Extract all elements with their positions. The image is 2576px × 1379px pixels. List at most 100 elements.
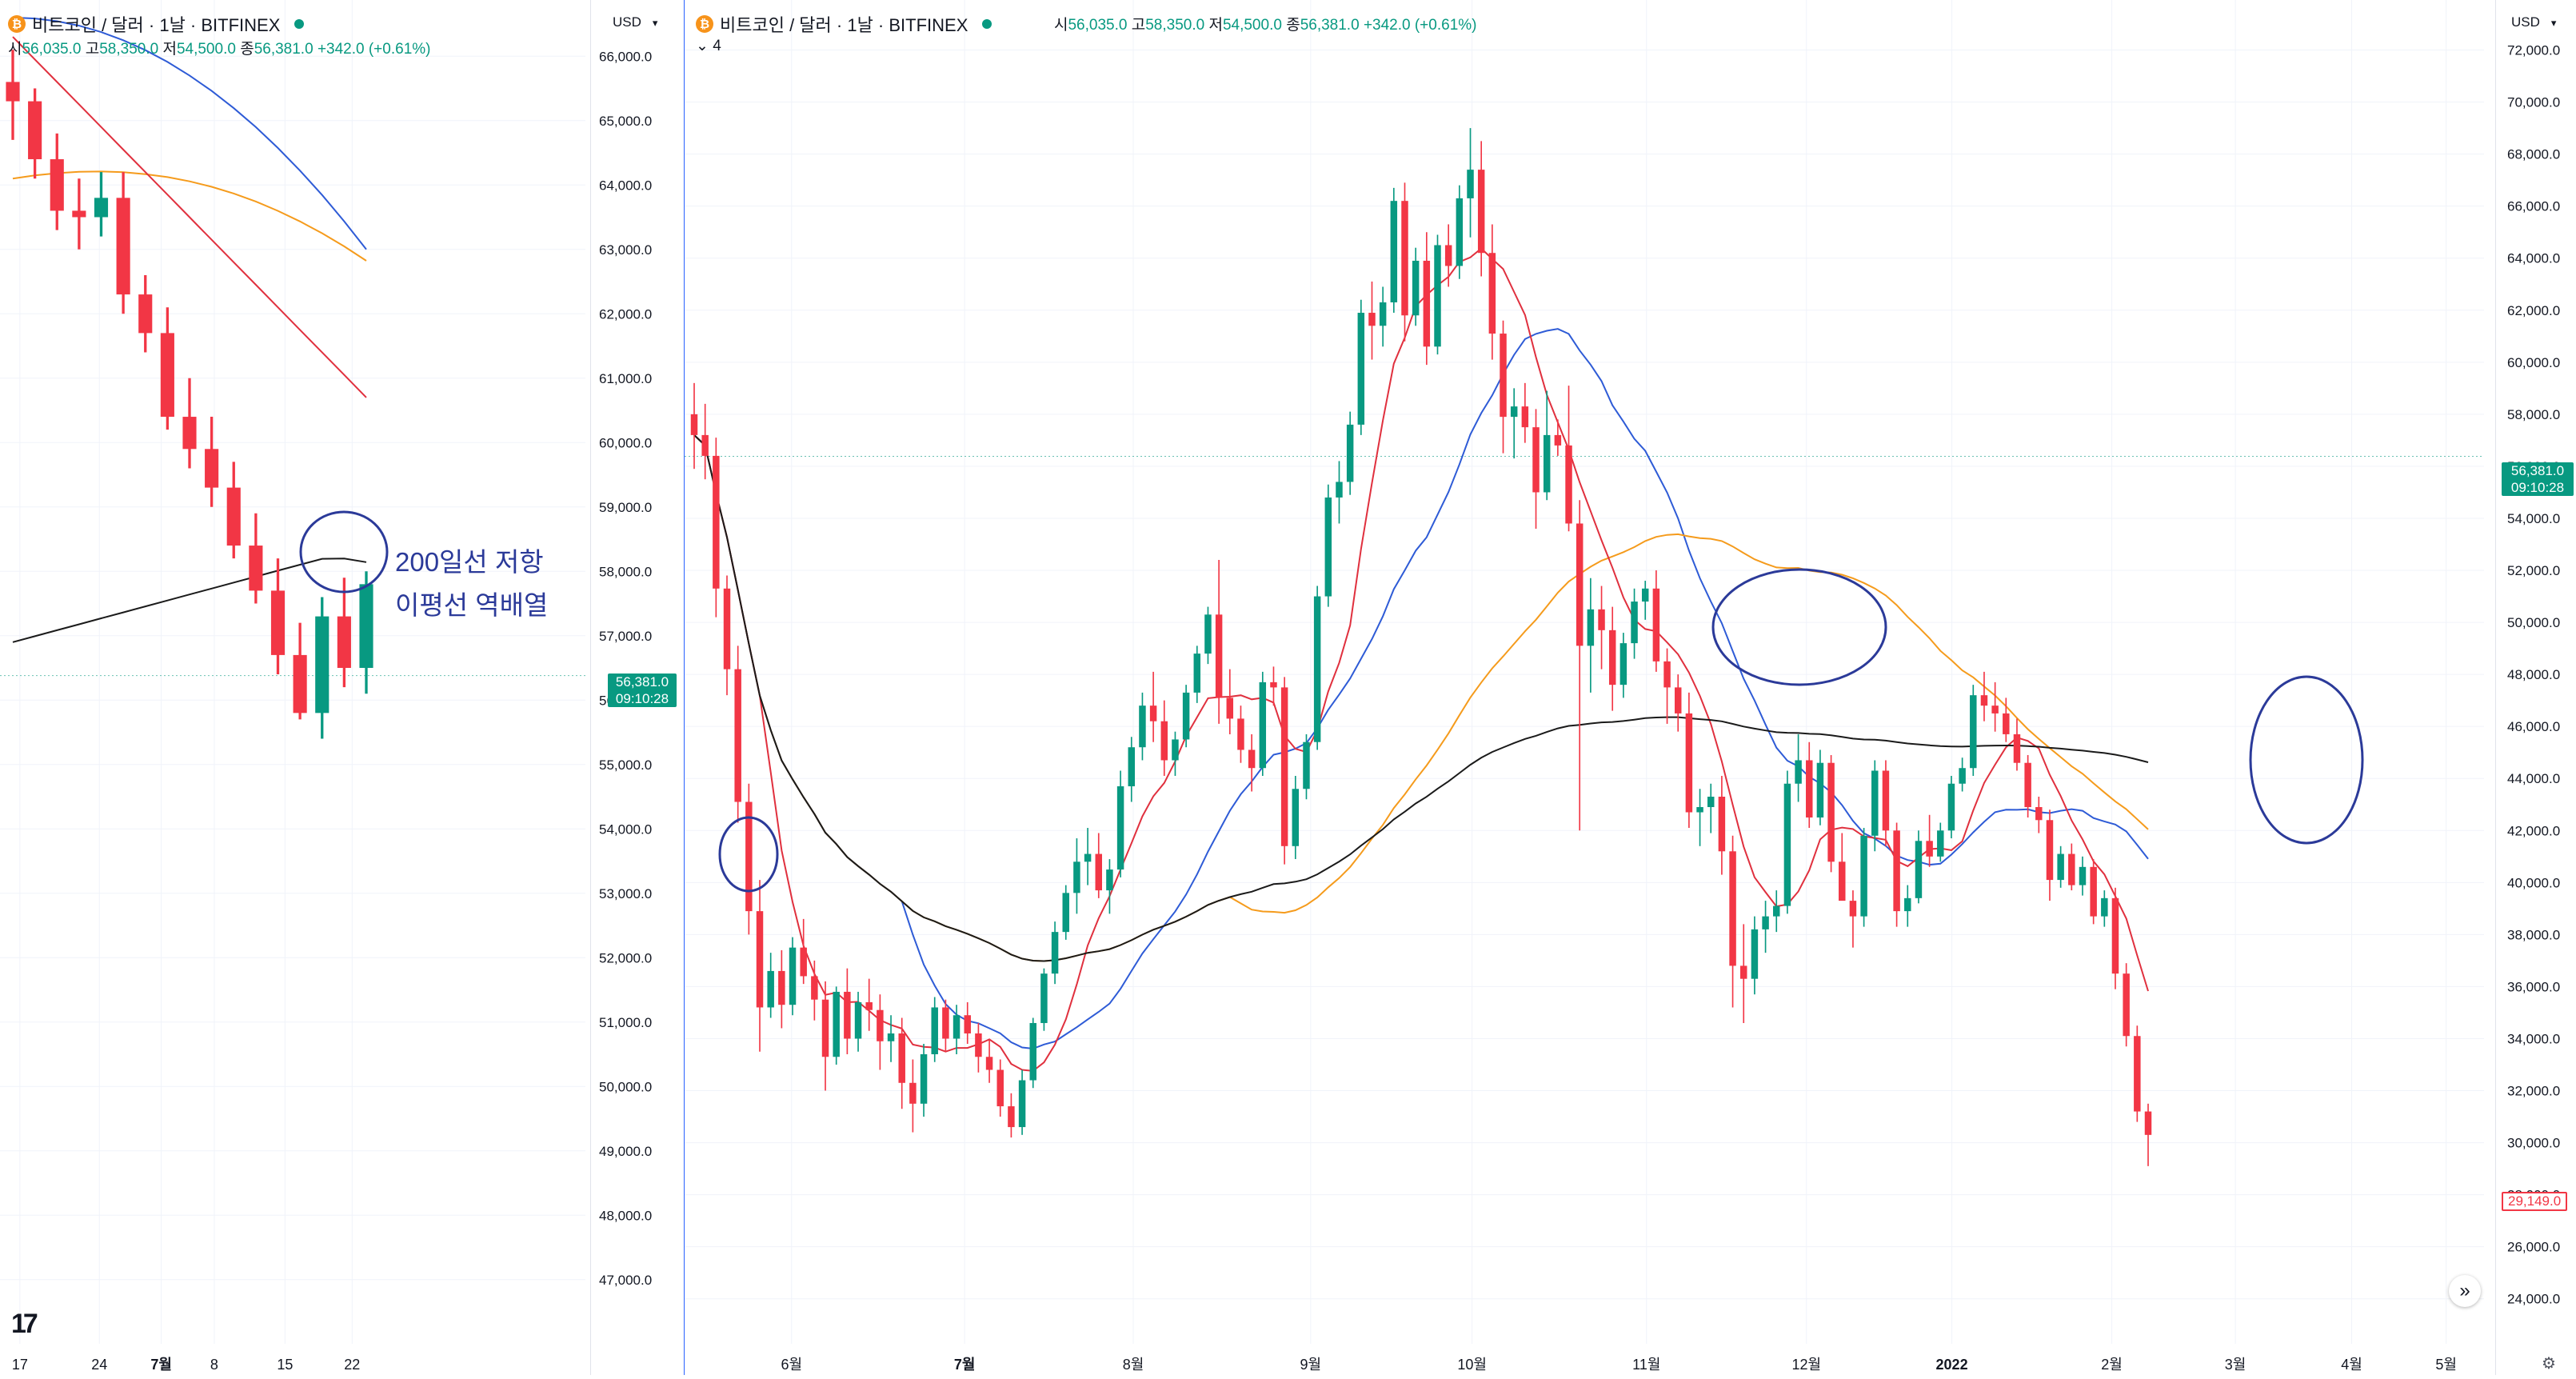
candle-body (1554, 434, 1562, 446)
candle-body (2024, 762, 2031, 808)
time-axis-label: 4월 (2341, 1357, 2362, 1373)
price-axis-label: 26,000.0 (2507, 1240, 2560, 1255)
right-last-price-tag: 56,381.0 09:10:28 (2502, 462, 2574, 496)
candle-body (1008, 1106, 1015, 1128)
price-axis-label: 68,000.0 (2507, 147, 2560, 162)
right-price-axis[interactable]: 72,000.0 70,000.0 68,000.0 66,000.0 64,000.0… (2495, 0, 2576, 1375)
candle-body (1357, 313, 1365, 425)
candle-body (1456, 198, 1464, 266)
candle-body (964, 1015, 971, 1033)
left-last-price-tag: 56,381.0 09:10:28 (608, 674, 677, 707)
price-axis-label: 52,000.0 (2507, 563, 2560, 578)
scroll-to-realtime-button[interactable]: » (2449, 1275, 2481, 1307)
left-symbol-title[interactable]: ₿ 비트코인 / 달러 · 1날 · BITFINEX (8, 11, 305, 37)
indicator-toggle[interactable]: ⌄ 4 (696, 38, 721, 54)
price-axis-label: 54,000.0 (599, 821, 652, 837)
candle-body (1827, 762, 1835, 862)
candle-body (1619, 643, 1627, 686)
gear-icon[interactable]: ⚙ (2542, 1355, 2556, 1373)
left-candlestick-chart[interactable]: 17 24 7월 8 15 22 (0, 0, 585, 1375)
candle-body (1740, 965, 1747, 979)
candle-body (1510, 406, 1518, 418)
candle-body (1073, 861, 1080, 893)
right-chart-pane[interactable]: 6월 7월 8월 9월 10월 11월 12월 2022 2월 3월 4월 5월 (685, 0, 2484, 1375)
candle-body (844, 991, 851, 1039)
candle-body (690, 414, 698, 435)
right-symbol-title[interactable]: ₿ 비트코인 / 달러 · 1날 · BITFINEX (696, 11, 992, 37)
ma-mid-line (693, 328, 2149, 1050)
candle-body (1292, 789, 1300, 846)
candle-body (1467, 170, 1474, 198)
candle-body (2003, 713, 2010, 734)
candle-body (1237, 718, 1244, 750)
candle-body (1751, 929, 1759, 979)
price-axis-label: 59,000.0 (599, 500, 652, 515)
annotation-circle (299, 510, 389, 594)
candle-body (1040, 973, 1048, 1023)
price-axis-label: 44,000.0 (2507, 771, 2560, 786)
price-axis-label: 60,000.0 (2507, 355, 2560, 370)
candle-body (800, 947, 807, 977)
candle-body (1500, 334, 1507, 418)
right-candlestick-chart[interactable]: 6월 7월 8월 9월 10월 11월 12월 2022 2월 3월 4월 5월 (685, 0, 2484, 1375)
time-axis-label: 7월 (954, 1357, 976, 1373)
candle-body (1631, 602, 1638, 644)
candle-body (1816, 762, 1824, 818)
candle-body (1423, 260, 1431, 347)
candle-body (756, 911, 764, 1008)
candle-body (226, 487, 241, 546)
candle-body (1215, 614, 1223, 698)
candle-body (734, 669, 741, 802)
annotation-resistance: 200일선 저항 (395, 547, 544, 577)
price-axis-label: 57,000.0 (599, 629, 652, 644)
candle-body (315, 616, 329, 713)
annotation-circle (718, 816, 779, 893)
candle-body (249, 546, 263, 591)
candle-body (1576, 523, 1584, 646)
candle-body (293, 654, 307, 713)
candle-body (2046, 820, 2054, 881)
candle-body (767, 970, 774, 1008)
ma-fast-line (12, 36, 367, 398)
ma-200-line (12, 558, 367, 643)
candle-body (1565, 445, 1572, 524)
candle-body (898, 1033, 905, 1083)
time-axis-label: 17 (12, 1357, 28, 1373)
left-chart-pane[interactable]: 17 24 7월 8 15 22 (0, 0, 585, 1375)
time-axis-label: 8 (210, 1357, 218, 1373)
time-axis-label: 2월 (2101, 1357, 2123, 1373)
price-axis-label: 64,000.0 (599, 178, 652, 193)
right-low-price-tag: 29,149.0 (2502, 1192, 2568, 1211)
chevron-down-icon: ▾ (652, 17, 658, 29)
price-axis-label: 34,000.0 (2507, 1031, 2560, 1046)
candle-body (1598, 609, 1605, 630)
left-currency-selector[interactable]: USD ▾ (613, 14, 658, 30)
candle-body (1532, 427, 1540, 493)
candle-body (745, 801, 753, 912)
tradingview-logo-icon[interactable]: 17 (11, 1309, 38, 1339)
annotation-circle (1711, 568, 1887, 686)
candle-body (72, 210, 86, 218)
price-axis-label: 24,000.0 (2507, 1292, 2560, 1307)
candle-body (1947, 783, 1955, 831)
right-ohlc-readout: 시56,035.0 고58,350.0 저54,500.0 종56,381.0 … (1054, 17, 1477, 34)
candle-body (2057, 853, 2064, 881)
price-axis-label: 51,000.0 (599, 1015, 652, 1030)
candle-body (833, 991, 840, 1057)
candle-body (723, 588, 731, 670)
candle-body (1128, 747, 1136, 786)
candle-body (1860, 835, 1867, 917)
right-currency-selector[interactable]: USD ▾ (2511, 14, 2557, 30)
candle-body (337, 616, 351, 668)
candle-body (1259, 682, 1267, 769)
double-chevron-right-icon: » (2459, 1280, 2470, 1301)
candle-body (94, 198, 109, 218)
candle-body (1248, 749, 1256, 769)
time-axis-label: 22 (344, 1357, 360, 1373)
candle-body (1303, 741, 1310, 789)
price-axis-label: 62,000.0 (599, 306, 652, 322)
candle-body (2134, 1036, 2141, 1112)
price-axis-label: 55,000.0 (599, 757, 652, 773)
chevron-down-icon: ▾ (2550, 17, 2557, 29)
candle-body (6, 82, 20, 102)
